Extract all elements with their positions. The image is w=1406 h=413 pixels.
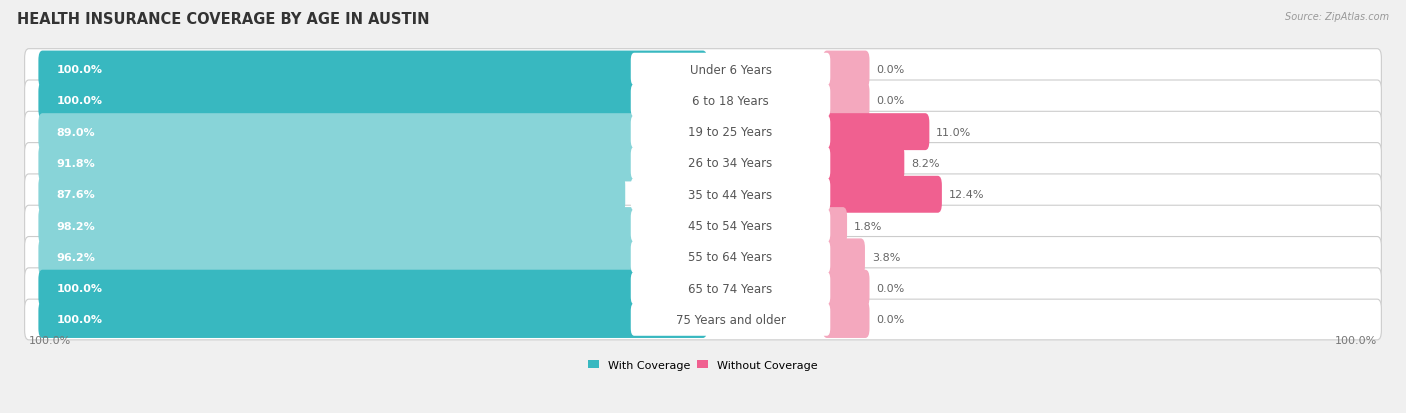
- FancyBboxPatch shape: [38, 52, 707, 88]
- Text: 0.0%: 0.0%: [876, 283, 904, 294]
- FancyBboxPatch shape: [631, 116, 831, 149]
- FancyBboxPatch shape: [631, 54, 831, 86]
- Text: 87.6%: 87.6%: [56, 190, 96, 200]
- FancyBboxPatch shape: [25, 81, 1381, 121]
- Text: 3.8%: 3.8%: [872, 252, 900, 262]
- Text: 12.4%: 12.4%: [949, 190, 984, 200]
- FancyBboxPatch shape: [631, 210, 831, 242]
- FancyBboxPatch shape: [823, 239, 865, 276]
- Text: Under 6 Years: Under 6 Years: [689, 63, 772, 76]
- Text: 35 to 44 Years: 35 to 44 Years: [689, 188, 772, 201]
- FancyBboxPatch shape: [38, 208, 695, 244]
- FancyBboxPatch shape: [38, 145, 652, 182]
- FancyBboxPatch shape: [631, 178, 831, 211]
- FancyBboxPatch shape: [25, 268, 1381, 309]
- Text: 75 Years and older: 75 Years and older: [675, 313, 786, 326]
- FancyBboxPatch shape: [823, 208, 846, 244]
- FancyBboxPatch shape: [823, 301, 869, 338]
- FancyBboxPatch shape: [38, 301, 707, 338]
- FancyBboxPatch shape: [631, 304, 831, 336]
- FancyBboxPatch shape: [25, 206, 1381, 246]
- Text: 19 to 25 Years: 19 to 25 Years: [689, 126, 773, 139]
- Text: 0.0%: 0.0%: [876, 65, 904, 75]
- Text: 100.0%: 100.0%: [56, 283, 103, 294]
- FancyBboxPatch shape: [25, 143, 1381, 184]
- Text: Source: ZipAtlas.com: Source: ZipAtlas.com: [1285, 12, 1389, 22]
- Text: 100.0%: 100.0%: [56, 96, 103, 106]
- FancyBboxPatch shape: [823, 145, 904, 182]
- FancyBboxPatch shape: [823, 270, 869, 307]
- Text: 11.0%: 11.0%: [936, 127, 972, 137]
- Text: 0.0%: 0.0%: [876, 96, 904, 106]
- FancyBboxPatch shape: [25, 175, 1381, 215]
- Text: 26 to 34 Years: 26 to 34 Years: [689, 157, 773, 170]
- FancyBboxPatch shape: [823, 52, 869, 88]
- FancyBboxPatch shape: [631, 147, 831, 180]
- FancyBboxPatch shape: [25, 50, 1381, 90]
- FancyBboxPatch shape: [25, 112, 1381, 153]
- FancyBboxPatch shape: [25, 299, 1381, 340]
- Text: HEALTH INSURANCE COVERAGE BY AGE IN AUSTIN: HEALTH INSURANCE COVERAGE BY AGE IN AUST…: [17, 12, 429, 27]
- Text: 96.2%: 96.2%: [56, 252, 96, 262]
- Text: 0.0%: 0.0%: [876, 315, 904, 325]
- Text: 100.0%: 100.0%: [56, 315, 103, 325]
- Text: 100.0%: 100.0%: [1334, 335, 1378, 345]
- FancyBboxPatch shape: [823, 114, 929, 151]
- Text: 8.2%: 8.2%: [911, 159, 939, 169]
- FancyBboxPatch shape: [823, 176, 942, 213]
- Text: 6 to 18 Years: 6 to 18 Years: [692, 95, 769, 107]
- Text: 1.8%: 1.8%: [853, 221, 883, 231]
- FancyBboxPatch shape: [631, 272, 831, 305]
- Text: 100.0%: 100.0%: [56, 65, 103, 75]
- Text: 45 to 54 Years: 45 to 54 Years: [689, 220, 772, 233]
- FancyBboxPatch shape: [823, 83, 869, 119]
- FancyBboxPatch shape: [631, 85, 831, 117]
- Text: 65 to 74 Years: 65 to 74 Years: [689, 282, 773, 295]
- Text: 100.0%: 100.0%: [28, 335, 72, 345]
- Legend: With Coverage, Without Coverage: With Coverage, Without Coverage: [583, 355, 823, 374]
- Text: 91.8%: 91.8%: [56, 159, 96, 169]
- FancyBboxPatch shape: [38, 239, 682, 276]
- FancyBboxPatch shape: [38, 176, 626, 213]
- FancyBboxPatch shape: [38, 270, 707, 307]
- FancyBboxPatch shape: [631, 241, 831, 273]
- Text: 55 to 64 Years: 55 to 64 Years: [689, 251, 772, 264]
- Text: 98.2%: 98.2%: [56, 221, 96, 231]
- FancyBboxPatch shape: [38, 114, 634, 151]
- FancyBboxPatch shape: [38, 83, 707, 119]
- Text: 89.0%: 89.0%: [56, 127, 96, 137]
- FancyBboxPatch shape: [25, 237, 1381, 278]
